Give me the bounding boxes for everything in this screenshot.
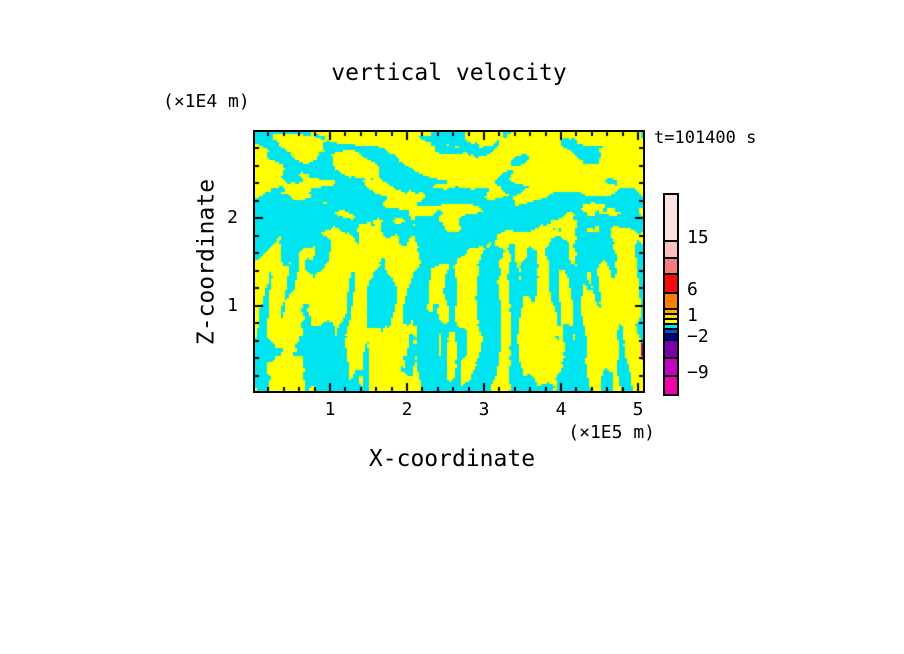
colorbar-segment	[665, 308, 677, 313]
colorbar-segment	[665, 333, 677, 339]
colorbar-label: 1	[687, 305, 698, 326]
colorbar-segment	[665, 323, 677, 328]
y-axis-label: Z-coordinate	[193, 178, 220, 346]
chart-title: vertical velocity	[331, 60, 567, 86]
x-tick-label: 3	[478, 399, 490, 420]
colorbar-segment	[665, 195, 677, 240]
y-axis-unit: (×1E4 m)	[163, 91, 250, 112]
colorbar-segment	[665, 375, 677, 394]
colorbar-segment	[665, 313, 677, 318]
colorbar-segment	[665, 257, 677, 273]
colorbar-label: 15	[687, 227, 709, 248]
colorbar-segment	[665, 328, 677, 333]
colorbar-segment	[665, 273, 677, 292]
colorbar-segment	[665, 318, 677, 323]
x-tick-label: 4	[555, 399, 567, 420]
velocity-field-heatmap	[253, 130, 645, 393]
x-tick-label: 2	[401, 399, 413, 420]
colorbar-segment	[665, 357, 677, 375]
x-tick-label: 5	[632, 399, 644, 420]
colorbar-segment	[665, 292, 677, 308]
y-tick-label: 1	[227, 294, 238, 316]
colorbar-label: −2	[687, 326, 709, 347]
y-tick-label: 2	[227, 207, 238, 229]
timestamp-label: t=101400 s	[654, 128, 757, 148]
colorbar-label: −9	[687, 362, 709, 383]
colorbar	[663, 193, 679, 396]
colorbar-segment	[665, 339, 677, 357]
x-axis-unit: (×1E5 m)	[568, 422, 655, 443]
colorbar-label: 6	[687, 279, 698, 300]
x-tick-label: 1	[324, 399, 336, 420]
colorbar-segment	[665, 240, 677, 257]
x-axis-label: X-coordinate	[368, 446, 536, 472]
